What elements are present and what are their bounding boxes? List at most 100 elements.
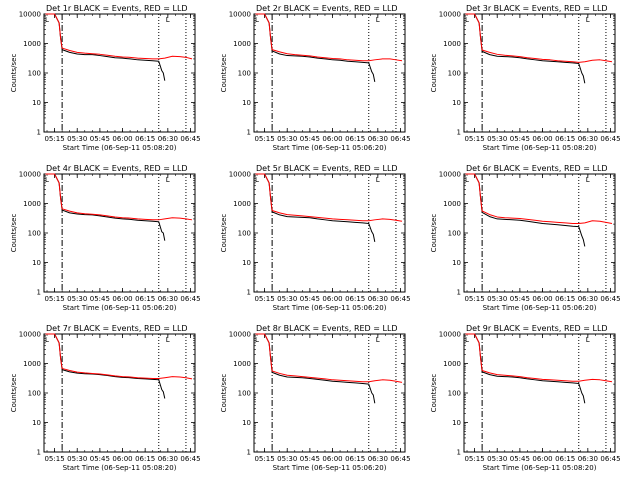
series-line-lld: [465, 333, 613, 383]
x-tick-label: 06:00: [322, 295, 342, 303]
x-tick-label: 05:45: [300, 135, 320, 143]
y-axis-label: Counts/sec: [220, 54, 228, 93]
corner-mark: L: [586, 176, 590, 184]
x-tick-label: 06:45: [180, 455, 200, 463]
y-tick-label: 10000: [19, 331, 41, 339]
x-tick-label: 05:45: [90, 455, 110, 463]
series-line-lld: [255, 13, 403, 62]
y-tick-label: 100: [28, 390, 41, 398]
x-tick-label: 06:15: [345, 455, 365, 463]
x-tick-label: 05:30: [487, 455, 507, 463]
y-axis-label: Counts/sec: [430, 374, 438, 413]
x-tick-label: 05:15: [254, 295, 274, 303]
y-tick-label: 1000: [233, 40, 251, 48]
corner-mark: L: [465, 16, 469, 24]
series-line-lld: [45, 333, 193, 380]
corner-mark: L: [586, 16, 590, 24]
y-tick-label: 100: [238, 230, 251, 238]
x-tick-label: 05:30: [67, 295, 87, 303]
x-tick-label: 06:30: [368, 455, 388, 463]
y-tick-label: 10: [242, 259, 251, 267]
x-tick-label: 06:00: [532, 295, 552, 303]
corner-mark: L: [45, 176, 49, 184]
chart-title: Det 1r BLACK = Events, RED = LLD: [46, 4, 188, 13]
y-axis-label: Counts/sec: [10, 54, 18, 93]
y-tick-label: 100: [448, 230, 461, 238]
x-tick-label: 06:15: [345, 295, 365, 303]
chart-panel-6: Det 6r BLACK = Events, RED = LLD 1 10 100 10…: [430, 164, 621, 312]
x-tick-label: 06:00: [112, 455, 132, 463]
y-tick-label: 100: [448, 390, 461, 398]
x-tick-label: 06:45: [390, 295, 410, 303]
y-tick-label: 10: [32, 259, 41, 267]
y-tick-label: 1: [247, 129, 251, 137]
x-tick-label: 06:00: [112, 135, 132, 143]
corner-mark: L: [166, 336, 170, 344]
chart-panel-8: Det 8r BLACK = Events, RED = LLD 1 10 100 10…: [220, 324, 411, 472]
x-tick-label: 06:00: [532, 455, 552, 463]
x-tick-label: 05:15: [464, 455, 484, 463]
x-tick-label: 06:45: [600, 135, 620, 143]
y-tick-label: 1: [247, 449, 251, 457]
corner-mark: L: [255, 16, 259, 24]
x-axis-label: Start Time (06-Sep-11 05:06:20): [273, 464, 387, 472]
x-tick-label: 06:15: [555, 295, 575, 303]
corner-mark: L: [376, 336, 380, 344]
x-tick-label: 05:15: [464, 295, 484, 303]
y-tick-label: 1000: [233, 200, 251, 208]
x-tick-label: 05:45: [510, 295, 530, 303]
y-tick-label: 10000: [229, 11, 251, 19]
x-axis-label: Start Time (06-Sep-11 05:08:20): [483, 144, 597, 152]
x-tick-label: 05:45: [510, 135, 530, 143]
y-axis-label: Counts/sec: [10, 214, 18, 253]
x-tick-label: 05:15: [44, 455, 64, 463]
x-tick-label: 06:15: [135, 135, 155, 143]
series-line-lld: [255, 173, 403, 222]
y-axis-label: Counts/sec: [430, 214, 438, 253]
x-tick-label: 06:30: [158, 135, 178, 143]
series-line-lld: [465, 173, 613, 224]
series-line-lld: [45, 173, 193, 221]
x-tick-label: 06:30: [578, 135, 598, 143]
y-tick-label: 10: [452, 259, 461, 267]
x-tick-label: 06:45: [180, 135, 200, 143]
x-tick-label: 06:30: [368, 135, 388, 143]
y-tick-label: 10: [452, 99, 461, 107]
y-tick-label: 1: [457, 289, 461, 297]
x-tick-label: 05:30: [67, 455, 87, 463]
chart-title: Det 4r BLACK = Events, RED = LLD: [46, 164, 188, 173]
x-tick-label: 05:30: [277, 135, 297, 143]
y-tick-label: 1: [37, 129, 41, 137]
y-axis-label: Counts/sec: [10, 374, 18, 413]
y-tick-label: 10000: [229, 171, 251, 179]
chart-title: Det 9r BLACK = Events, RED = LLD: [466, 324, 608, 333]
x-tick-label: 06:15: [555, 135, 575, 143]
x-axis-label: Start Time (06-Sep-11 05:06:20): [273, 304, 387, 312]
series-line-lld: [45, 13, 193, 60]
x-tick-label: 06:45: [600, 455, 620, 463]
x-tick-label: 06:30: [158, 295, 178, 303]
chart-panel-5: Det 5r BLACK = Events, RED = LLD 1 10 100 10…: [220, 164, 411, 312]
x-axis-label: Start Time (06-Sep-11 05:08:20): [63, 144, 177, 152]
chart-panel-2: Det 2r BLACK = Events, RED = LLD 1 10 100 10…: [220, 4, 411, 152]
x-tick-label: 06:15: [345, 135, 365, 143]
x-tick-label: 06:15: [135, 455, 155, 463]
x-tick-label: 06:30: [158, 455, 178, 463]
chart-title: Det 6r BLACK = Events, RED = LLD: [466, 164, 608, 173]
y-tick-label: 10: [32, 99, 41, 107]
corner-mark: L: [376, 176, 380, 184]
series-line-lld: [255, 333, 403, 383]
x-tick-label: 06:45: [180, 295, 200, 303]
chart-title: Det 8r BLACK = Events, RED = LLD: [256, 324, 398, 333]
y-tick-label: 1000: [23, 200, 41, 208]
chart-panel-9: Det 9r BLACK = Events, RED = LLD 1 10 100 10…: [430, 324, 621, 472]
x-tick-label: 05:45: [90, 295, 110, 303]
x-tick-label: 05:45: [510, 455, 530, 463]
chart-panel-4: Det 4r BLACK = Events, RED = LLD 1 10 100 10…: [10, 164, 201, 312]
y-tick-label: 10000: [229, 331, 251, 339]
y-tick-label: 10: [32, 419, 41, 427]
y-tick-label: 1000: [23, 40, 41, 48]
y-tick-label: 1: [37, 449, 41, 457]
x-tick-label: 06:30: [368, 295, 388, 303]
y-tick-label: 100: [28, 70, 41, 78]
